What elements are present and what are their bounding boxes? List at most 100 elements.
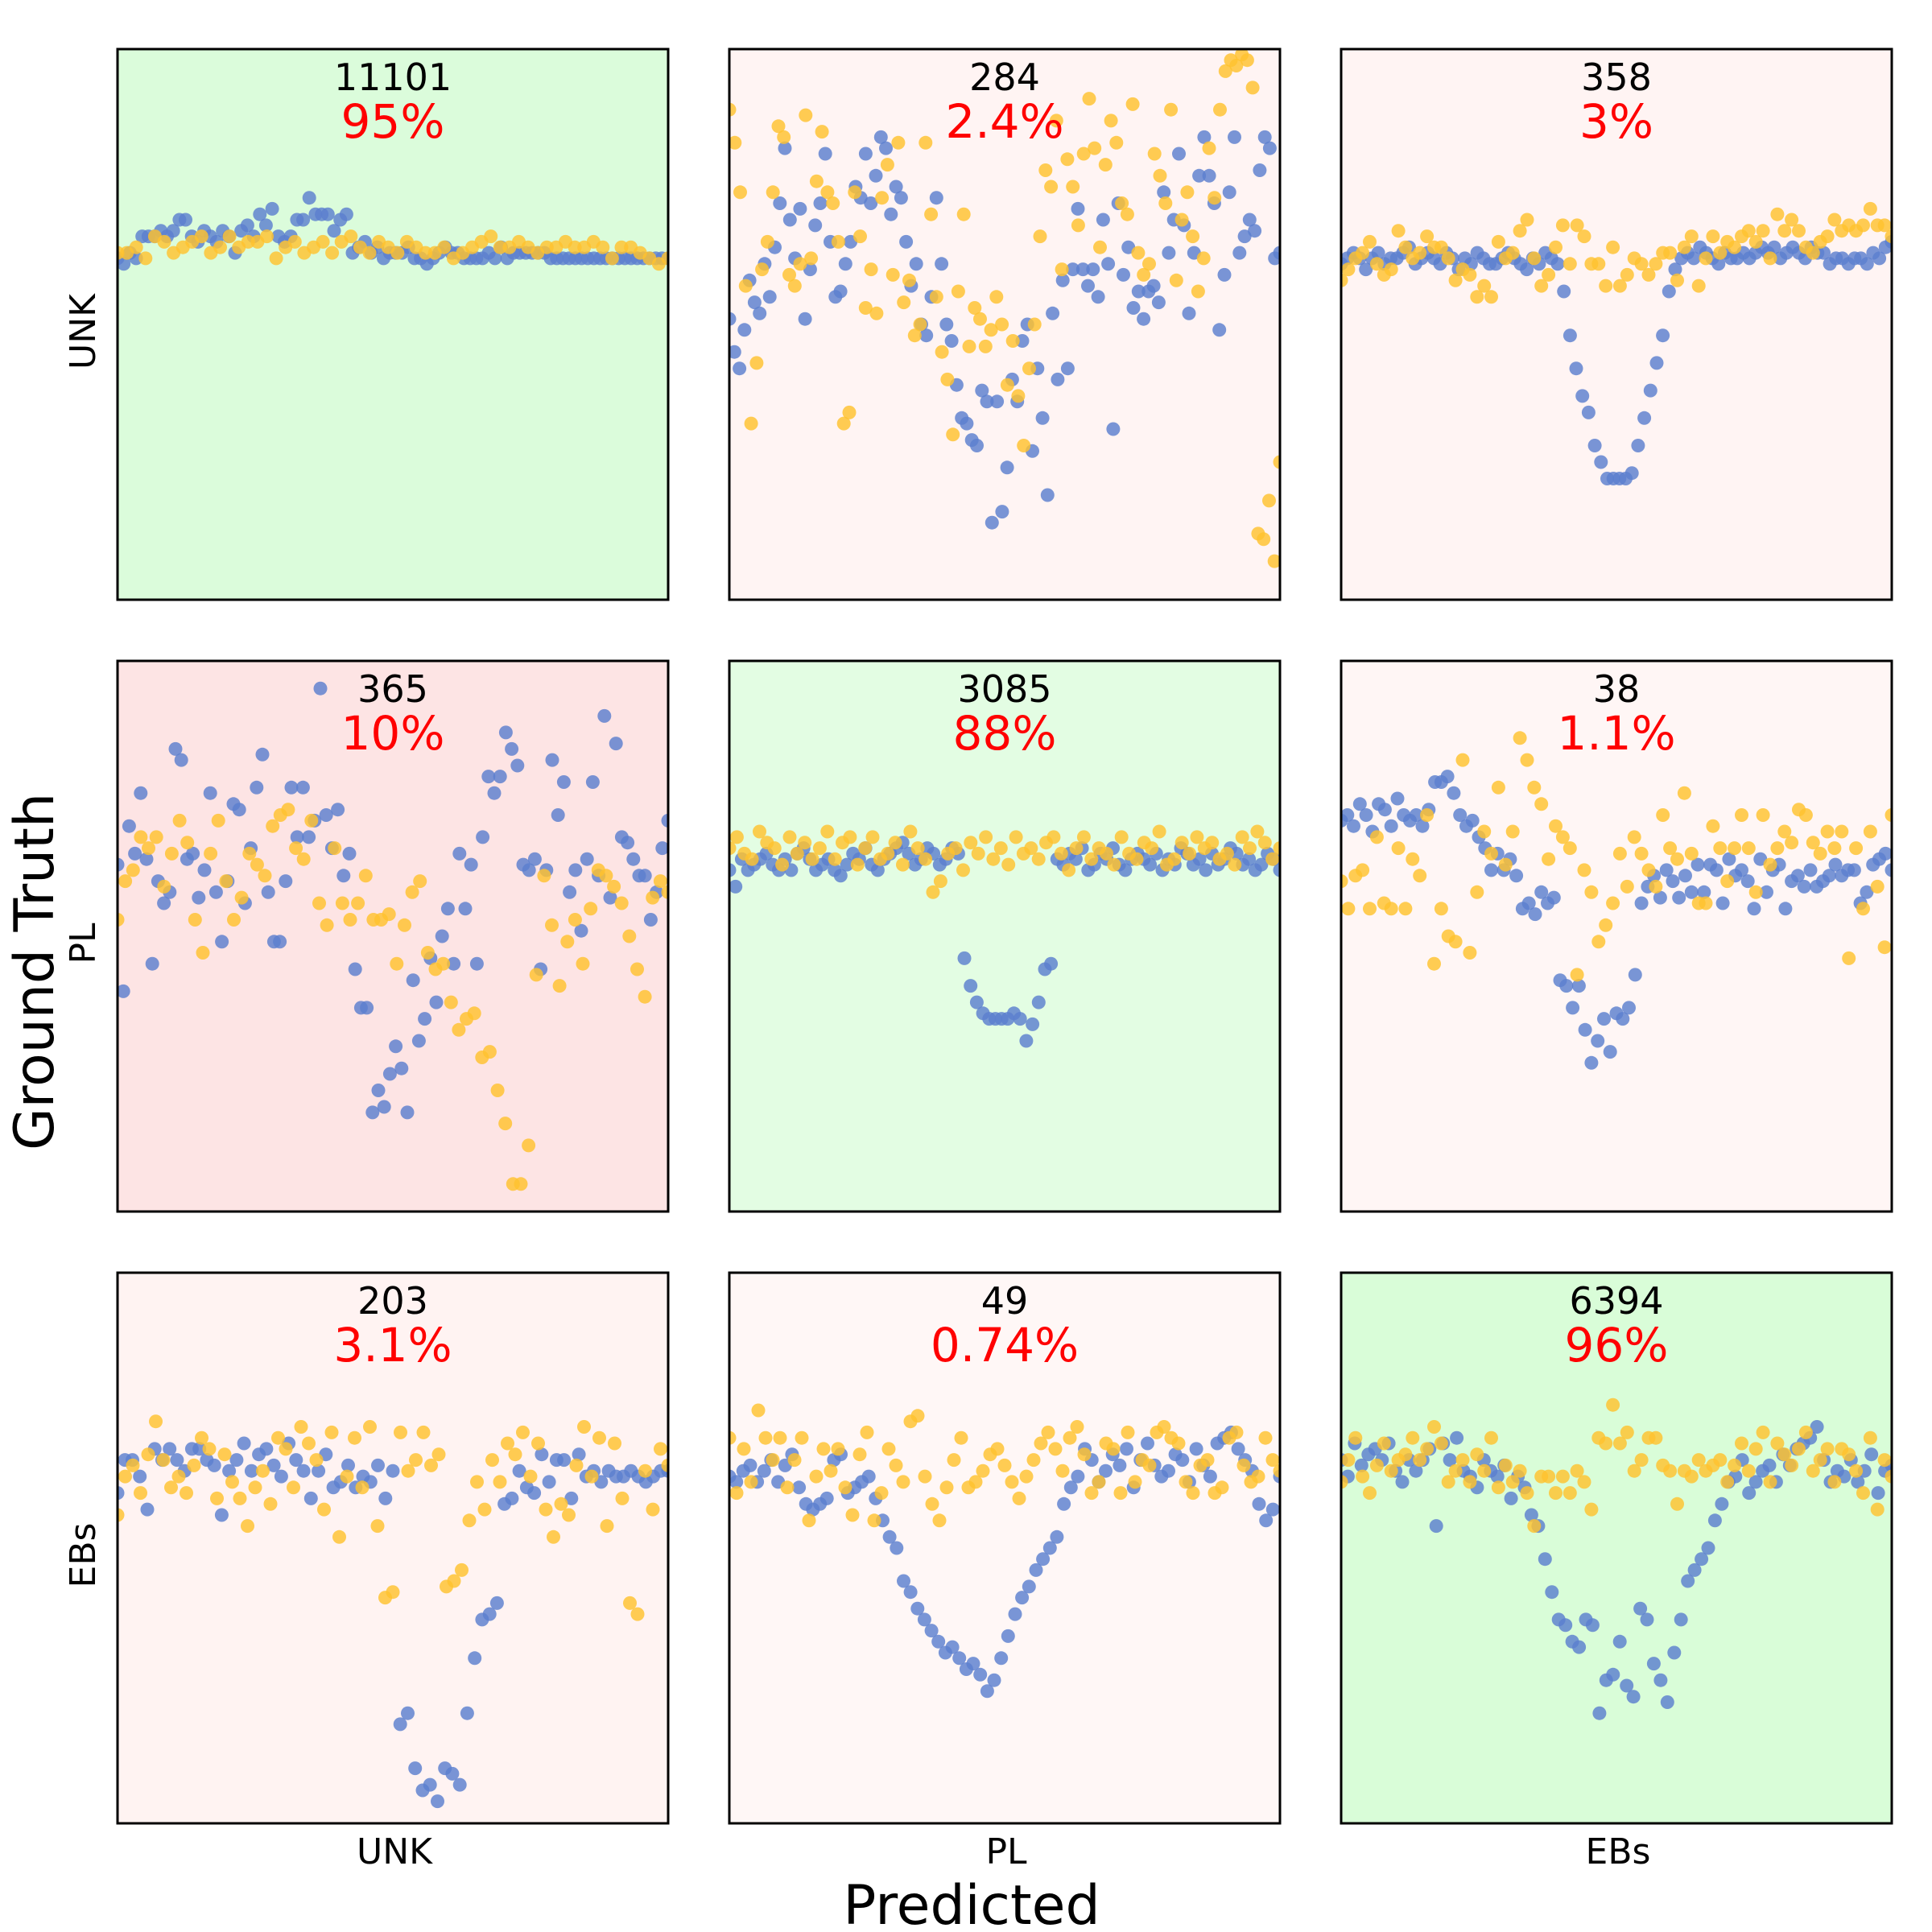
data-point xyxy=(975,383,989,398)
data-point xyxy=(1656,328,1670,343)
data-point xyxy=(227,913,241,927)
data-point xyxy=(1856,902,1870,916)
data-point xyxy=(522,1138,536,1153)
data-point xyxy=(1267,554,1280,568)
data-point xyxy=(1674,1612,1688,1627)
data-point xyxy=(468,1651,482,1666)
data-point xyxy=(1624,466,1639,481)
data-point xyxy=(1847,863,1861,877)
data-point xyxy=(661,885,668,899)
data-point xyxy=(258,869,272,883)
data-point xyxy=(1591,257,1606,271)
panel-pl-ebs-background xyxy=(1341,661,1892,1212)
data-point xyxy=(646,890,660,905)
data-point xyxy=(487,786,502,800)
data-point xyxy=(910,1601,925,1616)
data-point xyxy=(1265,1453,1280,1468)
data-point xyxy=(891,135,906,150)
data-point xyxy=(1384,1463,1398,1478)
data-point xyxy=(237,1436,251,1451)
data-point xyxy=(539,1502,553,1517)
data-point xyxy=(592,1430,606,1445)
data-point xyxy=(547,1530,560,1544)
data-point xyxy=(215,935,229,949)
data-point xyxy=(729,879,743,894)
data-point xyxy=(889,180,903,194)
data-point xyxy=(1029,1563,1043,1577)
data-point xyxy=(1415,819,1430,833)
data-point xyxy=(562,1508,576,1522)
data-point xyxy=(1542,267,1556,282)
data-point xyxy=(1427,956,1441,971)
data-point xyxy=(413,874,427,889)
data-point xyxy=(971,846,985,861)
data-point xyxy=(782,213,797,227)
data-point xyxy=(655,841,668,856)
data-point xyxy=(1606,1667,1620,1682)
data-point xyxy=(145,956,159,971)
data-point xyxy=(336,869,351,883)
col-label-ebs: EBs xyxy=(1586,1831,1651,1872)
data-point xyxy=(1660,1695,1674,1709)
data-point xyxy=(1151,295,1166,310)
data-point xyxy=(580,852,594,866)
data-point xyxy=(1413,246,1427,260)
data-point xyxy=(1012,1491,1026,1505)
data-point xyxy=(1008,1607,1022,1621)
data-point xyxy=(255,747,270,762)
data-point xyxy=(653,874,667,889)
data-point xyxy=(1257,532,1271,547)
data-point xyxy=(1686,251,1701,266)
data-point xyxy=(1711,257,1726,271)
data-point xyxy=(1143,857,1158,872)
data-point xyxy=(1637,411,1652,425)
data-point xyxy=(804,251,819,266)
data-point xyxy=(1420,1442,1435,1456)
data-point xyxy=(1398,1447,1413,1462)
data-point xyxy=(833,284,848,299)
data-point xyxy=(1363,902,1377,916)
data-point xyxy=(1709,863,1724,877)
data-point xyxy=(1015,334,1030,348)
data-point xyxy=(1797,879,1811,894)
data-point xyxy=(894,191,908,205)
data-point xyxy=(134,786,148,800)
data-point xyxy=(1549,1486,1563,1501)
data-point xyxy=(222,1463,237,1478)
panel-pl-unk-frame xyxy=(116,659,670,1213)
data-point xyxy=(638,1463,652,1478)
data-point xyxy=(599,869,613,883)
data-point xyxy=(1599,1436,1613,1451)
data-point xyxy=(355,1480,369,1495)
data-point xyxy=(1697,885,1711,899)
data-point xyxy=(522,863,536,877)
data-point xyxy=(820,185,835,200)
data-point xyxy=(1038,163,1053,177)
data-point xyxy=(946,427,960,442)
data-point xyxy=(828,852,842,866)
data-point xyxy=(1453,808,1468,822)
data-point xyxy=(1558,1618,1573,1633)
data-point xyxy=(493,1475,507,1489)
data-point xyxy=(1183,846,1197,861)
data-point xyxy=(778,141,792,155)
data-point xyxy=(302,830,316,844)
data-point xyxy=(263,1496,278,1511)
data-point xyxy=(1748,885,1763,899)
data-point xyxy=(1190,830,1204,844)
data-point xyxy=(864,196,878,210)
data-point xyxy=(261,885,275,899)
data-point xyxy=(790,846,804,861)
data-point xyxy=(1035,411,1050,425)
data-point xyxy=(1208,191,1222,205)
data-point xyxy=(219,874,233,889)
data-point xyxy=(1363,1486,1377,1501)
data-point xyxy=(1728,841,1742,856)
data-point xyxy=(1521,896,1536,910)
data-point xyxy=(1273,841,1280,856)
data-point xyxy=(1118,863,1133,877)
data-point xyxy=(956,863,970,877)
data-point xyxy=(1520,262,1534,277)
data-point xyxy=(423,1777,437,1792)
